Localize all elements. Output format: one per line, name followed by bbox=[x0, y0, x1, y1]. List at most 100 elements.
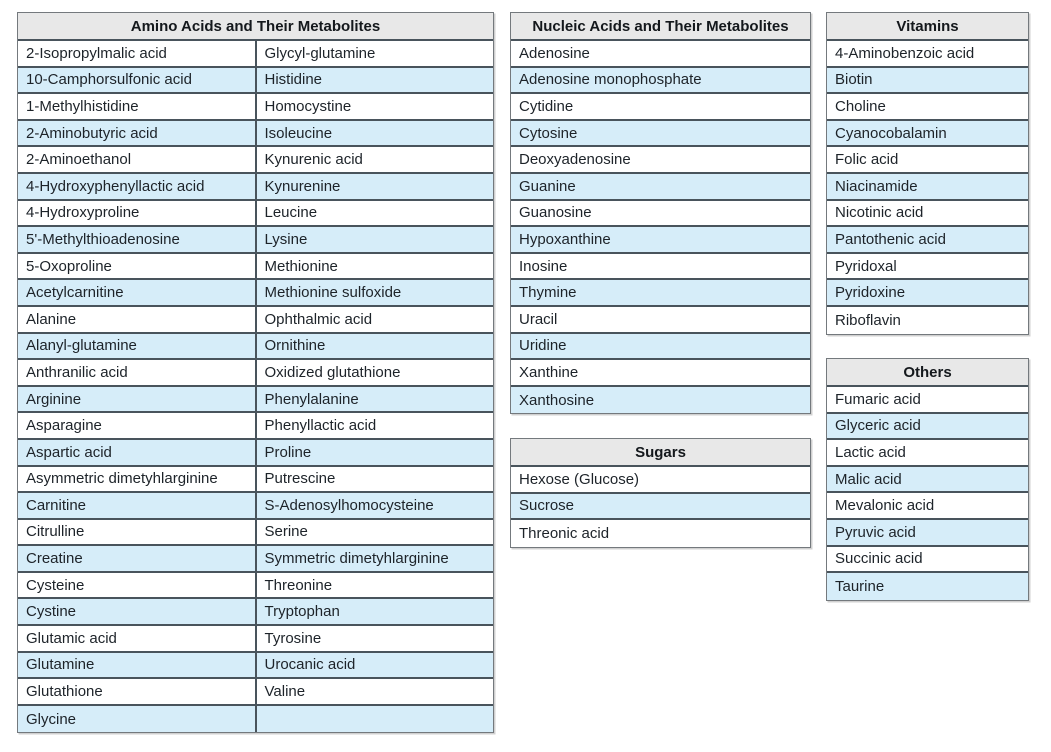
table-row: Xanthine bbox=[511, 360, 810, 387]
table-cell: Glycine bbox=[18, 705, 257, 733]
table-row: 5-Oxoproline Methionine bbox=[18, 253, 493, 281]
table-cell: Threonine bbox=[264, 576, 333, 594]
table-title: Others bbox=[827, 359, 1028, 387]
table-row: 2-Aminobutyric acid Isoleucine bbox=[18, 120, 493, 148]
table-row: Cystine Tryptophan bbox=[18, 599, 493, 627]
table-row: Asymmetric dimetyhlarginine Putrescine bbox=[18, 466, 493, 494]
table-cell: Isoleucine bbox=[264, 124, 333, 142]
table-cell bbox=[257, 706, 494, 733]
table-row: Glycine bbox=[18, 705, 494, 733]
table-cell: Proline bbox=[264, 443, 312, 461]
table-row: Sucrose bbox=[511, 493, 810, 521]
table-row: 2-Isopropylmalic acid Glycyl-glutamine bbox=[18, 41, 493, 68]
table-cell: Niacinamide bbox=[835, 177, 918, 195]
table-row: Threonic acid bbox=[511, 520, 810, 547]
table-row: Glyceric acid bbox=[827, 413, 1028, 441]
table-cell: Xanthine bbox=[519, 363, 579, 381]
table-row: Folic acid bbox=[827, 147, 1028, 174]
table-row: Niacinamide bbox=[827, 173, 1028, 201]
table-cell: Pyruvic acid bbox=[835, 523, 916, 541]
table-cell: Histidine bbox=[264, 71, 323, 89]
table-row: Aspartic acid Proline bbox=[18, 439, 493, 467]
table-row: Hypoxanthine bbox=[511, 227, 810, 254]
table-row: Guanosine bbox=[511, 200, 810, 228]
table-row: Xanthosine bbox=[511, 386, 810, 414]
table-cell: Hexose (Glucose) bbox=[519, 470, 640, 488]
table-row: Alanyl-glutamine Ornithine bbox=[18, 333, 493, 361]
table-cell: Alanyl-glutamine bbox=[18, 333, 257, 359]
table-row: Glutamic acid Tyrosine bbox=[18, 626, 493, 653]
table-cell: Succinic acid bbox=[835, 550, 923, 568]
table-cell: Acetylcarnitine bbox=[18, 280, 257, 305]
table-cell: Symmetric dimetyhlarginine bbox=[264, 550, 449, 568]
table-cell: Malic acid bbox=[835, 470, 902, 488]
table-cell: Homocystine bbox=[264, 97, 352, 115]
table-cell: Ornithine bbox=[264, 337, 326, 355]
table-row: Cytosine bbox=[511, 120, 810, 148]
table-row: Biotin bbox=[827, 67, 1028, 95]
table-row: Malic acid bbox=[827, 466, 1028, 494]
table-cell: Uracil bbox=[519, 310, 558, 328]
table-cell: Choline bbox=[835, 97, 886, 115]
table-cell: Glyceric acid bbox=[835, 417, 921, 435]
table-cell: Deoxyadenosine bbox=[519, 151, 631, 169]
table-cell: Pantothenic acid bbox=[835, 230, 946, 248]
table-cell: 2-Aminoethanol bbox=[18, 147, 257, 172]
table-cell: Adenosine monophosphate bbox=[519, 71, 702, 89]
table-cell: Mevalonic acid bbox=[835, 497, 935, 515]
table-cell: Nicotinic acid bbox=[835, 204, 924, 222]
table-cell: 2-Aminobutyric acid bbox=[18, 120, 257, 146]
table-row: Riboflavin bbox=[827, 306, 1028, 334]
table-cell: Putrescine bbox=[264, 470, 336, 488]
table-cell: Ophthalmic acid bbox=[264, 310, 373, 328]
table-cell: Asymmetric dimetyhlarginine bbox=[18, 466, 257, 492]
table-cell: 4-Hydroxyphenyllactic acid bbox=[18, 173, 257, 199]
table-row: Mevalonic acid bbox=[827, 493, 1028, 520]
table-row: Glutamine Urocanic acid bbox=[18, 652, 493, 680]
table-row: Pyruvic acid bbox=[827, 519, 1028, 547]
table-cell: Glycyl-glutamine bbox=[264, 44, 376, 62]
table-cell: Anthranilic acid bbox=[18, 360, 257, 385]
table-cell: Kynurenine bbox=[264, 177, 341, 195]
table-cell: Pyridoxal bbox=[835, 257, 897, 275]
table-cell: 10-Camphorsulfonic acid bbox=[18, 67, 257, 93]
table-row: Arginine Phenylalanine bbox=[18, 386, 493, 414]
table-cell: Cyanocobalamin bbox=[835, 124, 947, 142]
table-cell: 4-Aminobenzoic acid bbox=[835, 44, 975, 62]
table-cell: Cytidine bbox=[519, 97, 574, 115]
table-cell: Pyridoxine bbox=[835, 284, 906, 302]
table-cell: Riboflavin bbox=[835, 311, 901, 329]
table-cell: Thymine bbox=[519, 284, 577, 302]
table-cell: Lysine bbox=[264, 230, 308, 248]
table-row: Pyridoxal bbox=[827, 253, 1028, 281]
table-cell: Phenyllactic acid bbox=[264, 417, 377, 435]
table-cell: Oxidized glutathione bbox=[264, 363, 401, 381]
table-row: Succinic acid bbox=[827, 546, 1028, 574]
table-row: Citrulline Serine bbox=[18, 519, 493, 547]
table-sugars: Sugars Hexose (Glucose) Sucrose Threonic ac… bbox=[510, 438, 811, 548]
table-cell: S-Adenosylhomocysteine bbox=[264, 496, 434, 514]
table-row: 5'-Methylthioadenosine Lysine bbox=[18, 227, 493, 254]
table-row: Pantothenic acid bbox=[827, 227, 1028, 254]
table-cell: Folic acid bbox=[835, 151, 899, 169]
table-title: Amino Acids and Their Metabolites bbox=[18, 13, 493, 41]
table-cell: Carnitine bbox=[18, 493, 257, 518]
table-row: Cysteine Threonine bbox=[18, 572, 493, 600]
table-row: Anthranilic acid Oxidized glutathione bbox=[18, 360, 493, 387]
table-cell: Cytosine bbox=[519, 124, 578, 142]
table-row: Lactic acid bbox=[827, 440, 1028, 467]
table-cell: Uridine bbox=[519, 337, 567, 355]
table-cell: Inosine bbox=[519, 257, 568, 275]
table-nucleic-acids: Nucleic Acids and Their Metabolites Adeno… bbox=[510, 12, 811, 415]
table-cell: Glutamic acid bbox=[18, 626, 257, 651]
table-row: Nicotinic acid bbox=[827, 200, 1028, 228]
table-cell: Threonic acid bbox=[519, 524, 610, 542]
table-row: 4-Hydroxyproline Leucine bbox=[18, 200, 493, 228]
table-cell: 5'-Methylthioadenosine bbox=[18, 227, 257, 252]
table-row: Alanine Ophthalmic acid bbox=[18, 306, 493, 334]
table-row: Uridine bbox=[511, 333, 810, 361]
table-row: Hexose (Glucose) bbox=[511, 467, 810, 494]
table-cell: Guanosine bbox=[519, 204, 592, 222]
table-cell: Leucine bbox=[264, 204, 318, 222]
